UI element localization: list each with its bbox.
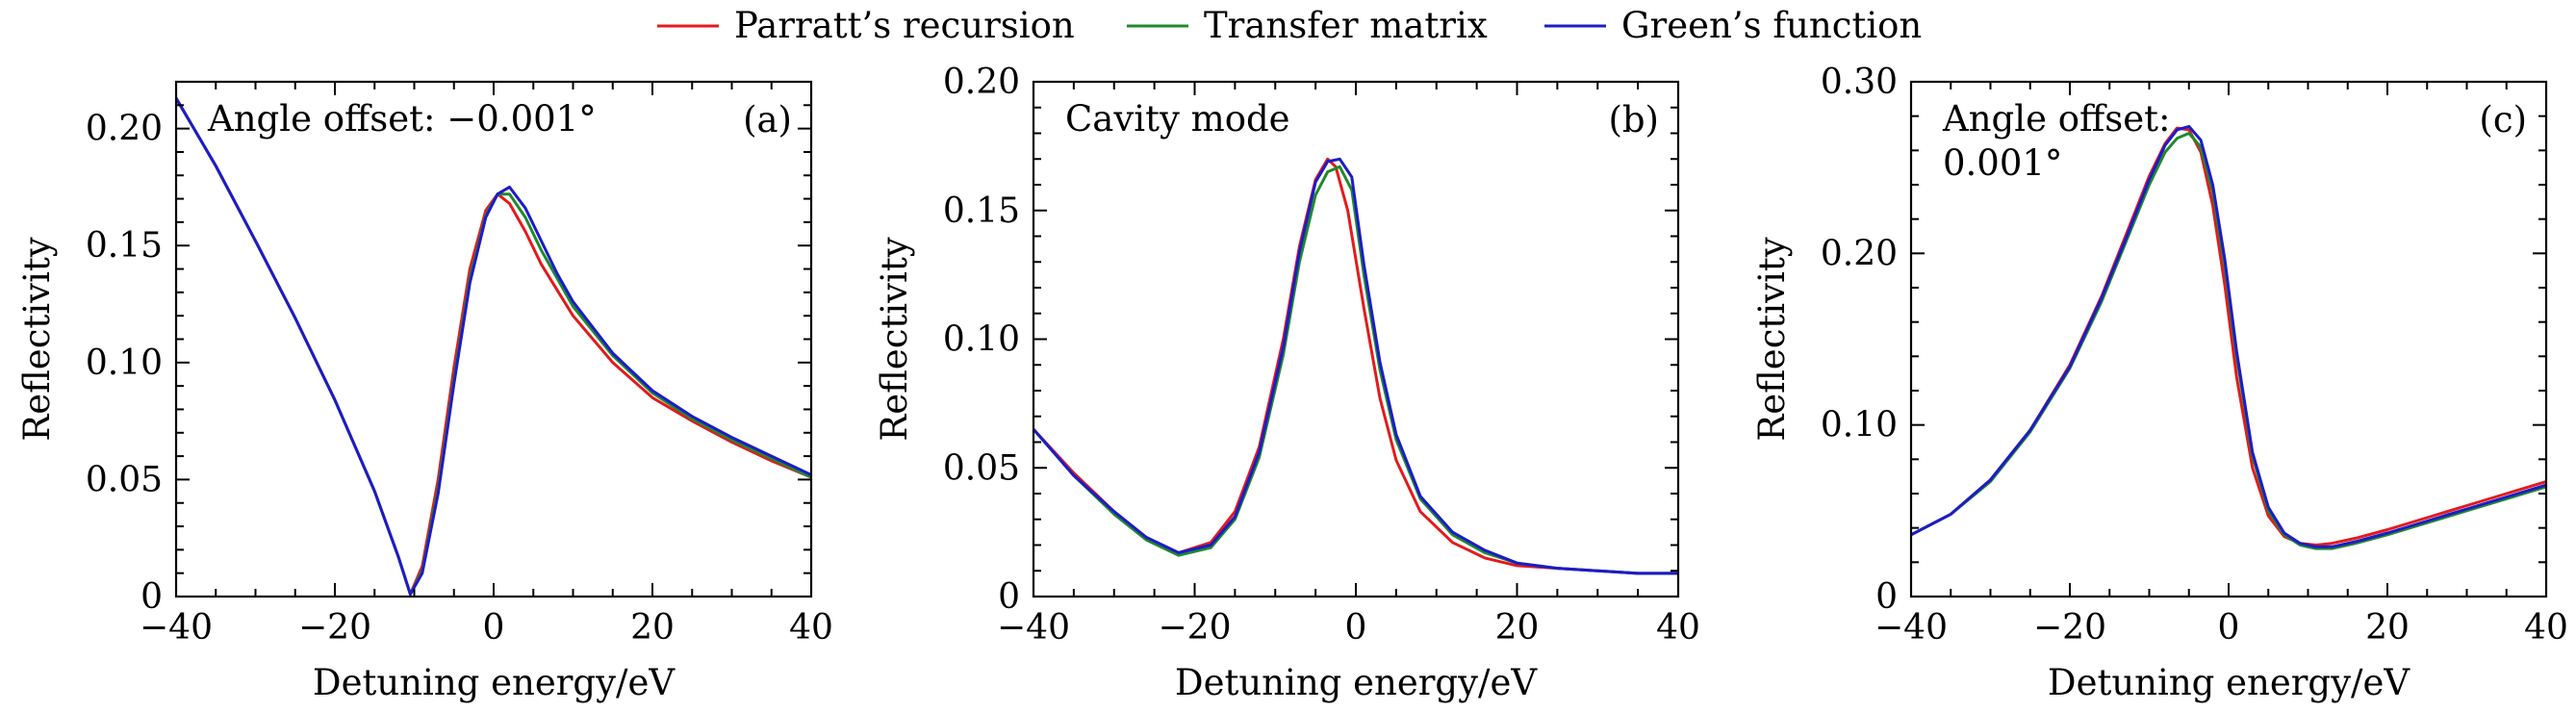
y-tick-label: 0.05: [86, 460, 163, 499]
y-tick-label: 0.10: [1821, 406, 1898, 445]
x-tick-label: 20: [1495, 608, 1540, 648]
y-tick-label: 0.20: [943, 63, 1020, 102]
x-tick-label: 0: [483, 608, 505, 648]
y-tick-label: 0: [998, 577, 1020, 617]
panel-b: −40 −20 0 20 40 0 0.05 0.10 0.15 0.20 Detuning ene…: [874, 63, 1700, 703]
legend-label-3: Green’s function: [1621, 5, 1922, 46]
panel-annotation: Angle offset: −0.001°: [207, 98, 597, 140]
panel-label: (c): [2479, 99, 2527, 140]
legend-label-2: Transfer matrix: [1204, 5, 1488, 46]
series-line-3: [1033, 157, 1678, 575]
y-tick-label: 0.15: [86, 226, 163, 266]
y-tick-label: 0.30: [1821, 63, 1898, 102]
panel-a: −40 −20 0 20 40 0 0.05 0.10 0.15 0.20 Detuning ene…: [16, 80, 833, 703]
series-line-1: [1911, 126, 2546, 547]
series-line-1: [176, 96, 811, 597]
x-axis-label: Detuning energy/eV: [1175, 662, 1538, 703]
panel-label: (a): [743, 99, 792, 140]
x-tick-label: −40: [1875, 608, 1948, 648]
series-line-2: [1911, 132, 2546, 550]
y-axis-label: Reflectivity: [874, 237, 915, 441]
x-axis-label: Detuning energy/eV: [2048, 662, 2410, 703]
y-tick-label: 0.05: [943, 448, 1020, 488]
panel-label: (b): [1608, 99, 1659, 140]
y-axis-label: Reflectivity: [16, 237, 58, 441]
y-tick-label: 0.15: [943, 191, 1020, 231]
y-tick-label: 0: [140, 577, 163, 617]
x-tick-label: 40: [789, 608, 833, 648]
y-tick-label: 0.20: [86, 110, 163, 149]
panel-c: −40 −20 0 20 40 0 0.10 0.20 0.30 Detuning energy/…: [1751, 63, 2568, 703]
x-tick-label: 40: [1656, 608, 1700, 648]
plot-frame: [174, 80, 813, 598]
series-line-3: [1911, 124, 2546, 548]
x-tick-label: −20: [2033, 608, 2106, 648]
legend: Parratt’s recursion Transfer matrix Green’…: [657, 5, 1922, 46]
x-tick-label: 0: [1345, 608, 1367, 648]
x-tick-label: −40: [997, 608, 1070, 648]
y-tick-label: 0.10: [943, 320, 1020, 360]
series-line-3: [176, 96, 811, 597]
panel-annotation: 0.001°: [1943, 142, 2062, 184]
series-line-2: [1033, 165, 1678, 575]
y-tick-label: 0: [1875, 577, 1898, 617]
plot-frame: [1032, 80, 1680, 598]
x-tick-label: −20: [1159, 608, 1232, 648]
legend-label-1: Parratt’s recursion: [734, 5, 1075, 46]
y-axis-label: Reflectivity: [1751, 237, 1793, 441]
x-tick-label: −40: [140, 608, 213, 648]
x-axis-label: Detuning energy/eV: [313, 662, 676, 703]
y-tick-label: 0.10: [86, 343, 163, 383]
x-tick-label: 0: [2218, 608, 2240, 648]
series-line-2: [176, 96, 811, 597]
panels: −40 −20 0 20 40 0 0.05 0.10 0.15 0.20 Detuning ene…: [16, 63, 2568, 703]
panel-annotation: Angle offset:: [1942, 98, 2171, 140]
panel-annotation: Cavity mode: [1065, 98, 1290, 140]
x-tick-label: 20: [2365, 608, 2410, 648]
x-tick-label: 40: [2524, 608, 2568, 648]
x-tick-label: 20: [630, 608, 675, 648]
x-tick-label: −20: [298, 608, 371, 648]
y-tick-label: 0.20: [1821, 234, 1898, 273]
